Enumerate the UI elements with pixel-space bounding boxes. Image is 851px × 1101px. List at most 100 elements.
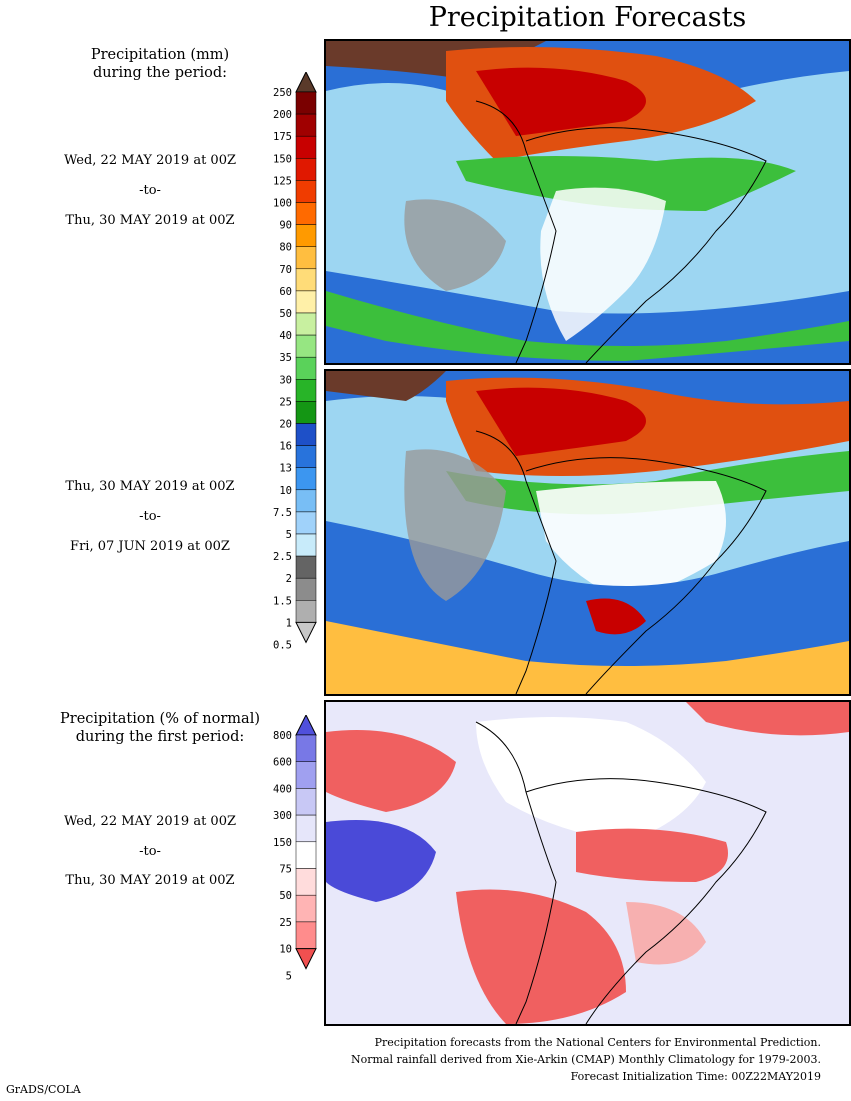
colorbar-pct: 800 600 400 300 150 75 50 25 10 5 bbox=[256, 715, 326, 1015]
colorbar-mm-top-arrow bbox=[295, 72, 317, 93]
period1-from: Wed, 22 MAY 2019 at 00Z bbox=[63, 153, 237, 168]
colorbar-mm-tick-label: 16 bbox=[279, 441, 292, 453]
colorbar-mm-tick-label: 80 bbox=[279, 242, 292, 254]
colorbar-mm-bottom-arrow bbox=[295, 621, 317, 644]
colorbar-mm-swatch bbox=[295, 555, 317, 579]
colorbar-pct-tick-label: 25 bbox=[279, 917, 292, 929]
colorbar-pct-bottom-arrow bbox=[295, 948, 317, 970]
colorbar-mm-tick-label: 70 bbox=[279, 264, 292, 276]
colorbar-mm-swatch bbox=[295, 224, 317, 247]
colorbar-mm-tick-label: 125 bbox=[273, 175, 292, 187]
mm-heading-line2: during the period: bbox=[92, 65, 228, 81]
colorbar-mm-swatch bbox=[295, 202, 317, 225]
page-title: Precipitation Forecasts bbox=[428, 2, 747, 33]
period2-sep: -to- bbox=[139, 509, 161, 524]
colorbar-mm-swatch bbox=[295, 113, 317, 137]
colorbar-mm-swatch bbox=[295, 290, 317, 314]
precip-map-1 bbox=[326, 41, 849, 363]
colorbar-pct-top-arrow bbox=[295, 715, 317, 736]
colorbar-mm-tick-label: 50 bbox=[279, 308, 292, 320]
colorbar-pct-tick-label: 400 bbox=[273, 783, 292, 795]
footer-line-2: Normal rainfall derived from Xie-Arkin (… bbox=[351, 1053, 821, 1066]
colorbar-mm-swatch bbox=[295, 379, 317, 402]
colorbar-mm-tick-label: 175 bbox=[273, 131, 292, 143]
colorbar-mm-swatch bbox=[295, 533, 317, 557]
colorbar-pct-tick-label: 10 bbox=[279, 944, 292, 956]
precip-map-2 bbox=[326, 371, 849, 694]
colorbar-mm-tick-label: 35 bbox=[279, 352, 292, 364]
period2-to: Fri, 07 JUN 2019 at 00Z bbox=[70, 539, 230, 554]
colorbar-mm-tick-label: 90 bbox=[279, 220, 292, 232]
colorbar-mm-swatch bbox=[295, 312, 317, 336]
colorbar-mm-swatch bbox=[295, 135, 317, 159]
map-panel-period2 bbox=[324, 369, 851, 696]
map-panel-pct-normal bbox=[324, 700, 851, 1026]
colorbar-mm: 250 200 175 150 125 100 90 80 70 60 50 40 35 30 25 20 16… bbox=[256, 72, 326, 672]
colorbar-pct-tick-label: 150 bbox=[273, 837, 292, 849]
colorbar-mm-tick-label: 10 bbox=[279, 485, 292, 497]
colorbar-mm-tick-label: 60 bbox=[279, 286, 292, 298]
colorbar-mm-tick-label: 1.5 bbox=[273, 595, 292, 607]
colorbar-mm-tick-label: 100 bbox=[273, 198, 292, 210]
colorbar-mm-swatch bbox=[295, 511, 317, 535]
colorbar-mm-tick-label: 250 bbox=[273, 87, 292, 99]
colorbar-pct-tick-label: 800 bbox=[273, 730, 292, 742]
colorbar-mm-tick-label: 13 bbox=[279, 463, 292, 475]
colorbar-mm-tick-label: 25 bbox=[279, 396, 292, 408]
colorbar-pct-tick-label: 50 bbox=[279, 890, 292, 902]
colorbar-mm-swatch bbox=[295, 246, 317, 270]
pct-heading-line2: during the first period: bbox=[75, 729, 245, 745]
colorbar-pct-tick-label: 5 bbox=[286, 970, 292, 982]
colorbar-pct-svg: 800 600 400 300 150 75 50 25 10 5 bbox=[273, 715, 317, 982]
colorbar-pct-swatch bbox=[295, 894, 317, 923]
colorbar-mm-swatch bbox=[295, 158, 317, 181]
colorbar-mm-swatch bbox=[295, 423, 317, 446]
colorbar-mm-tick-label: 2.5 bbox=[273, 551, 292, 563]
colorbar-mm-swatch bbox=[295, 489, 317, 513]
period3-from: Wed, 22 MAY 2019 at 00Z bbox=[63, 814, 237, 829]
colorbar-mm-tick-label: 0.5 bbox=[273, 640, 292, 652]
colorbar-mm-swatch bbox=[295, 401, 317, 424]
colorbar-mm-swatch bbox=[295, 180, 317, 203]
colorbar-mm-swatch bbox=[295, 445, 317, 468]
colorbar-mm-swatch bbox=[295, 91, 317, 115]
colorbar-mm-swatch bbox=[295, 356, 317, 380]
pct-normal-map bbox=[326, 702, 849, 1024]
colorbar-mm-tick-label: 5 bbox=[286, 529, 292, 541]
colorbar-mm-swatch bbox=[295, 467, 317, 491]
colorbar-mm-tick-label: 30 bbox=[279, 374, 292, 386]
colorbar-pct-swatch bbox=[295, 921, 317, 949]
colorbar-pct-tick-label: 75 bbox=[279, 864, 292, 876]
period3-sep: -to- bbox=[139, 844, 161, 859]
colorbar-pct-tick-label: 300 bbox=[273, 810, 292, 822]
mm-heading: Precipitation (mm) during the period: bbox=[20, 46, 300, 82]
colorbar-mm-swatch bbox=[295, 334, 317, 358]
footer-line-1: Precipitation forecasts from the Nationa… bbox=[374, 1036, 821, 1049]
colorbar-mm-tick-label: 2 bbox=[286, 573, 292, 585]
colorbar-pct-swatch bbox=[295, 841, 317, 869]
colorbar-mm-tick-label: 7.5 bbox=[273, 507, 292, 519]
colorbar-mm-swatch bbox=[295, 600, 317, 623]
colorbar-mm-svg: 2502001751501251009080706050403530252016… bbox=[273, 72, 317, 652]
colorbar-pct-swatch bbox=[295, 814, 317, 843]
period1-to: Thu, 30 MAY 2019 at 00Z bbox=[65, 213, 235, 228]
colorbar-mm-tick-label: 1 bbox=[286, 617, 292, 629]
mm-heading-line1: Precipitation (mm) bbox=[90, 47, 230, 63]
colorbar-pct-swatch bbox=[295, 788, 317, 816]
footer-notes: Precipitation forecasts from the Nationa… bbox=[351, 1034, 821, 1085]
colorbar-mm-tick-label: 40 bbox=[279, 330, 292, 342]
map-panel-period1 bbox=[324, 39, 851, 365]
colorbar-pct-swatch bbox=[295, 761, 317, 789]
colorbar-mm-swatch bbox=[295, 268, 317, 292]
colorbar-mm-tick-label: 200 bbox=[273, 109, 292, 121]
period1-sep: -to- bbox=[139, 183, 161, 198]
pct-heading: Precipitation (% of normal) during the f… bbox=[10, 710, 310, 746]
colorbar-pct-swatch bbox=[295, 868, 317, 896]
period2-from: Thu, 30 MAY 2019 at 00Z bbox=[65, 479, 235, 494]
period3-to: Thu, 30 MAY 2019 at 00Z bbox=[65, 873, 235, 888]
colorbar-pct-swatch bbox=[295, 734, 317, 762]
colorbar-pct-tick-label: 600 bbox=[273, 757, 292, 769]
colorbar-mm-tick-label: 150 bbox=[273, 153, 292, 165]
pct-heading-line1: Precipitation (% of normal) bbox=[60, 711, 260, 727]
grads-credit: GrADS/COLA bbox=[6, 1083, 81, 1096]
